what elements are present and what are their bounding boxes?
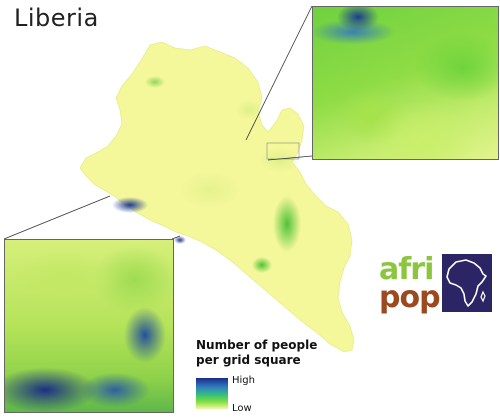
inset-map-northeast: [312, 6, 499, 160]
density-patch: [252, 257, 272, 273]
inset-map-southwest: [4, 239, 174, 413]
legend-title: Number of people per grid square: [196, 338, 317, 368]
leader-line-ne-bottom: [267, 155, 313, 161]
legend-title-line2: per grid square: [196, 353, 301, 367]
afripop-logo-afri: afri: [379, 252, 434, 287]
legend-high-label: High: [232, 375, 255, 386]
density-patch: [145, 76, 165, 88]
legend-title-line1: Number of people: [196, 338, 318, 352]
density-patch: [112, 197, 148, 213]
legend-color-ramp: [196, 378, 228, 409]
leader-line-sw-right: [171, 235, 181, 240]
density-patch: [180, 172, 240, 208]
legend-low-label: Low: [232, 403, 252, 414]
leader-line-sw-top: [3, 195, 111, 240]
density-patch: [260, 148, 300, 172]
density-patch: [236, 100, 264, 120]
afripop-logo-pop: pop: [379, 280, 441, 315]
density-patch: [174, 236, 186, 244]
africa-outline-icon: [442, 254, 492, 312]
leader-line-ne-top: [245, 5, 313, 141]
map-title: Liberia: [14, 4, 99, 32]
density-patch: [273, 196, 301, 252]
